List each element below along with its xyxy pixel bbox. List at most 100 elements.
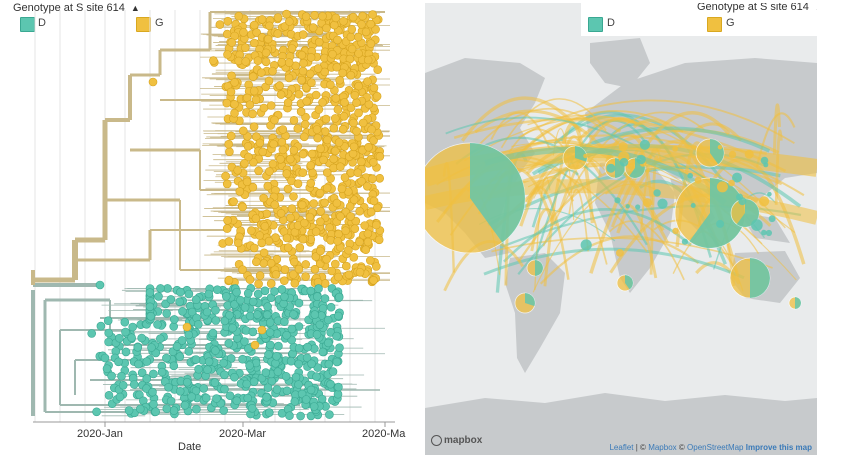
- tip-node-g: [331, 94, 341, 103]
- transmission-arc: [611, 203, 658, 279]
- tip-node-g: [349, 142, 359, 152]
- tip-node-d: [303, 342, 312, 352]
- tip-node-g: [329, 154, 338, 164]
- tip-node-d: [211, 305, 220, 315]
- tip-node-d: [103, 316, 113, 326]
- tip-node-g: [314, 37, 324, 47]
- tip-node-g: [294, 264, 304, 274]
- tip-node-g: [339, 112, 349, 121]
- tip-node-g: [241, 57, 250, 66]
- legend-swatch-d[interactable]: [588, 17, 603, 32]
- tip-node-g: [254, 279, 263, 289]
- transmission-arc: [445, 116, 656, 158]
- tip-node-d: [294, 380, 303, 389]
- tip-node-d: [324, 359, 334, 369]
- tip-node-d: [294, 298, 304, 308]
- tip-node-d: [204, 357, 214, 367]
- tip-node-g: [270, 115, 279, 125]
- tip-node-g: [333, 236, 343, 246]
- tip-node-g: [297, 75, 306, 85]
- tip-node-d: [162, 309, 171, 318]
- tip-node-g: [322, 254, 331, 264]
- legend-swatch-g[interactable]: [707, 17, 722, 32]
- tip-node-g: [368, 10, 377, 19]
- tip-node-d: [312, 292, 322, 301]
- tip-node-g: [363, 229, 373, 239]
- tip-node-d: [145, 288, 155, 297]
- tip-node-g: [255, 271, 265, 280]
- tip-node-d: [135, 390, 144, 400]
- tip-node-g: [256, 68, 266, 77]
- tip-node-g: [290, 278, 300, 288]
- location-marker-slice: [750, 258, 770, 298]
- mapbox-link[interactable]: Mapbox: [648, 443, 677, 452]
- tip-node-g: [209, 56, 218, 65]
- location-marker: [625, 204, 630, 209]
- tip-node-g: [357, 157, 366, 166]
- tip-node-g: [289, 257, 299, 267]
- tip-node-d: [323, 315, 333, 325]
- tip-node-g: [306, 179, 316, 188]
- tip-node-d: [272, 351, 281, 361]
- tip-node-g: [349, 118, 358, 128]
- tip-node-d: [199, 384, 208, 393]
- tip-node-g: [346, 70, 356, 80]
- tip-node-g: [230, 100, 239, 109]
- tip-node-g: [350, 224, 360, 233]
- map-legend-header[interactable]: Genotype at S site 614 ▲: [697, 3, 817, 13]
- land: [585, 58, 817, 213]
- tip-node-g: [224, 139, 233, 149]
- tip-node-d: [142, 374, 151, 383]
- tip-node-d: [309, 402, 319, 411]
- tip-node-d: [230, 372, 239, 382]
- location-marker: [765, 229, 772, 237]
- tip-node-g: [300, 120, 310, 129]
- tip-node-d: [273, 367, 283, 377]
- tip-node-g: [335, 75, 345, 85]
- tip-node-g: [244, 152, 253, 162]
- tip-node-g: [279, 276, 289, 286]
- leaflet-link[interactable]: Leaflet: [609, 443, 634, 452]
- location-marker: [672, 146, 678, 152]
- tip-node-d: [172, 342, 182, 351]
- osm-link[interactable]: OpenStreetMap: [687, 443, 744, 452]
- chevron-up-icon[interactable]: ▲: [815, 3, 817, 12]
- tip-node-d: [212, 394, 221, 403]
- land: [505, 253, 565, 373]
- tip-node-g: [345, 202, 355, 211]
- tip-node-g: [260, 222, 270, 231]
- phylogenetic-tree[interactable]: [0, 0, 410, 464]
- tip-node-g: [283, 98, 293, 107]
- tip-node-d: [265, 340, 275, 350]
- tip-node-g: [361, 245, 371, 254]
- tree-legend-header[interactable]: Genotype at S site 614 ▲: [13, 2, 140, 14]
- tip-node-d: [134, 359, 143, 369]
- tip-node-d: [294, 359, 304, 369]
- tip-node-g: [282, 233, 292, 243]
- location-marker: [732, 172, 742, 183]
- transmission-map[interactable]: Genotype at S site 614 ▲ D G mapbox Leafl…: [425, 3, 817, 455]
- tip-node-g: [330, 259, 340, 269]
- tip-node-d: [104, 390, 114, 400]
- tip-node-g: [257, 325, 267, 335]
- tip-node-d: [95, 280, 105, 290]
- chevron-up-icon[interactable]: ▲: [130, 3, 140, 13]
- tip-node-d: [333, 311, 343, 321]
- tip-node-d: [274, 341, 283, 351]
- tip-node-d: [236, 295, 245, 305]
- tip-node-g: [248, 182, 258, 192]
- location-marker: [690, 203, 696, 208]
- tip-node-g: [346, 103, 356, 112]
- tip-node-g: [341, 226, 350, 235]
- tip-node-g: [347, 24, 357, 34]
- improve-map-link[interactable]: Improve this map: [745, 443, 812, 452]
- tip-node-g: [245, 275, 255, 284]
- tip-node-g: [357, 20, 366, 29]
- tip-node-d: [151, 407, 160, 417]
- tip-node-d: [191, 386, 201, 396]
- mapbox-logo[interactable]: mapbox: [431, 434, 482, 446]
- tip-node-g: [353, 32, 363, 42]
- tip-node-d: [264, 408, 274, 417]
- tip-node-g: [261, 57, 271, 67]
- world-map[interactable]: [425, 3, 817, 455]
